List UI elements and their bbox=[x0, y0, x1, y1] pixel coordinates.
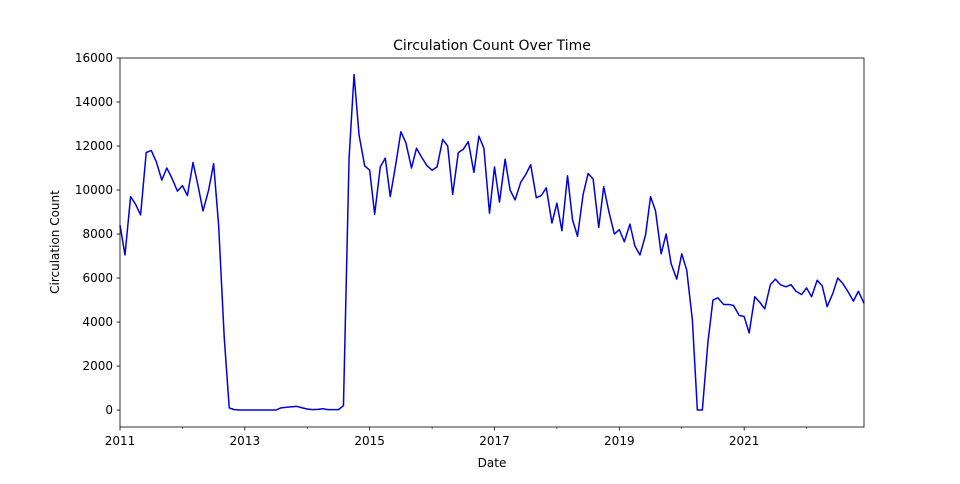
data-line bbox=[119, 73, 865, 411]
y-axis-label: Circulation Count bbox=[48, 190, 62, 294]
chart-title: Circulation Count Over Time bbox=[393, 38, 591, 54]
x-axis-label: Date bbox=[478, 456, 507, 470]
x-tick-label: 2019 bbox=[604, 434, 635, 448]
x-tick-label: 2011 bbox=[105, 434, 136, 448]
y-tick-label: 6000 bbox=[82, 271, 113, 285]
y-tick-label: 16000 bbox=[75, 51, 113, 65]
y-tick-label: 12000 bbox=[75, 139, 113, 153]
y-tick-label: 0 bbox=[105, 403, 113, 417]
x-tick-label: 2015 bbox=[354, 434, 385, 448]
y-tick-label: 14000 bbox=[75, 95, 113, 109]
y-tick-label: 8000 bbox=[82, 227, 113, 241]
x-tick-label: 2013 bbox=[230, 434, 261, 448]
y-tick-label: 2000 bbox=[82, 359, 113, 373]
x-tick-label: 2017 bbox=[479, 434, 510, 448]
y-tick-label: 10000 bbox=[75, 183, 113, 197]
y-tick-label: 4000 bbox=[82, 315, 113, 329]
x-tick-label: 2021 bbox=[729, 434, 760, 448]
plot-frame bbox=[119, 57, 865, 428]
